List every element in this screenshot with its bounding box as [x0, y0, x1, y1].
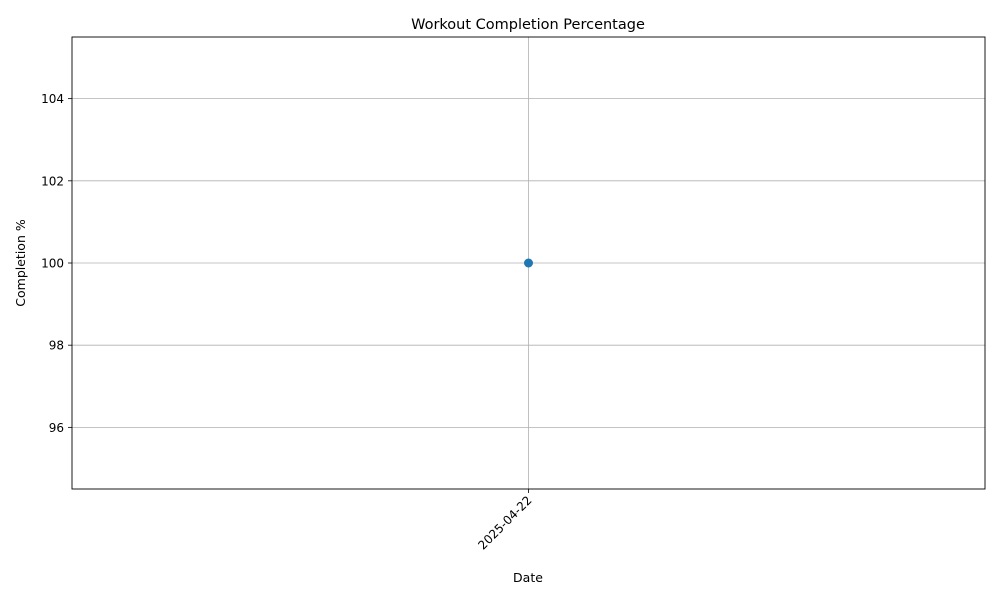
x-axis-label: Date [513, 570, 543, 585]
y-tick-label: 102 [41, 174, 64, 188]
y-tick-label: 98 [49, 339, 64, 353]
y-tick-label: 96 [49, 421, 64, 435]
series-layer [524, 258, 533, 268]
y-tick-label: 104 [41, 92, 64, 106]
y-axis-label: Completion % [13, 219, 28, 307]
data-point [524, 258, 533, 268]
y-tick-label: 100 [41, 257, 64, 271]
plot-frame [71, 36, 986, 490]
chart-title: Workout Completion Percentage [411, 17, 645, 33]
